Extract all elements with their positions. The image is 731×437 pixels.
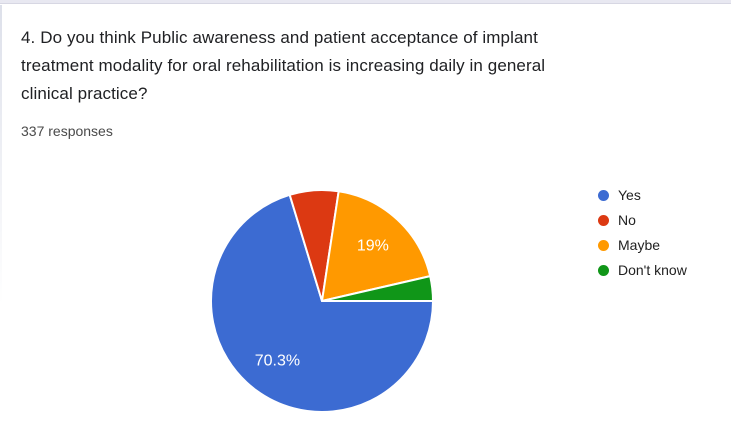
legend-label-don-t-know: Don't know	[618, 262, 687, 278]
legend-item-don-t-know: Don't know	[598, 258, 687, 283]
legend-item-no: No	[598, 208, 687, 233]
question-title-line-2: treatment modality for oral rehabilitati…	[21, 56, 546, 75]
legend-label-yes: Yes	[618, 187, 641, 203]
pie-slice-don-t-know[interactable]	[321, 275, 434, 302]
responses-count: 337 responses	[21, 123, 113, 139]
legend-swatch-yes	[598, 190, 609, 201]
legend-swatch-don-t-know	[598, 265, 609, 276]
question-title-line-1: 4. Do you think Public awareness and pat…	[21, 28, 538, 47]
legend-item-yes: Yes	[598, 183, 687, 208]
legend-label-maybe: Maybe	[618, 237, 661, 253]
legend-swatch-maybe	[598, 240, 609, 251]
window-top-strip	[0, 0, 731, 4]
card-left-edge	[0, 5, 2, 305]
legend-item-maybe: Maybe	[598, 233, 687, 258]
pie-chart-svg: 70.3% 19%	[210, 188, 434, 413]
pie-slice-label-yes: 70.3%	[255, 353, 300, 370]
pie-chart: 70.3% 19%	[200, 179, 444, 423]
chart-legend: Yes No Maybe Don't know	[598, 183, 687, 283]
question-title-line-3: clinical practice?	[21, 84, 148, 103]
question-block: 4. Do you think Public awareness and pat…	[21, 24, 681, 141]
legend-label-no: No	[618, 212, 636, 228]
legend-swatch-no	[598, 215, 609, 226]
pie-slice-yes[interactable]	[210, 193, 434, 413]
pie-slice-label-maybe: 19%	[357, 238, 389, 255]
pie-slice-maybe[interactable]	[321, 190, 432, 302]
question-title: 4. Do you think Public awareness and pat…	[21, 24, 681, 108]
